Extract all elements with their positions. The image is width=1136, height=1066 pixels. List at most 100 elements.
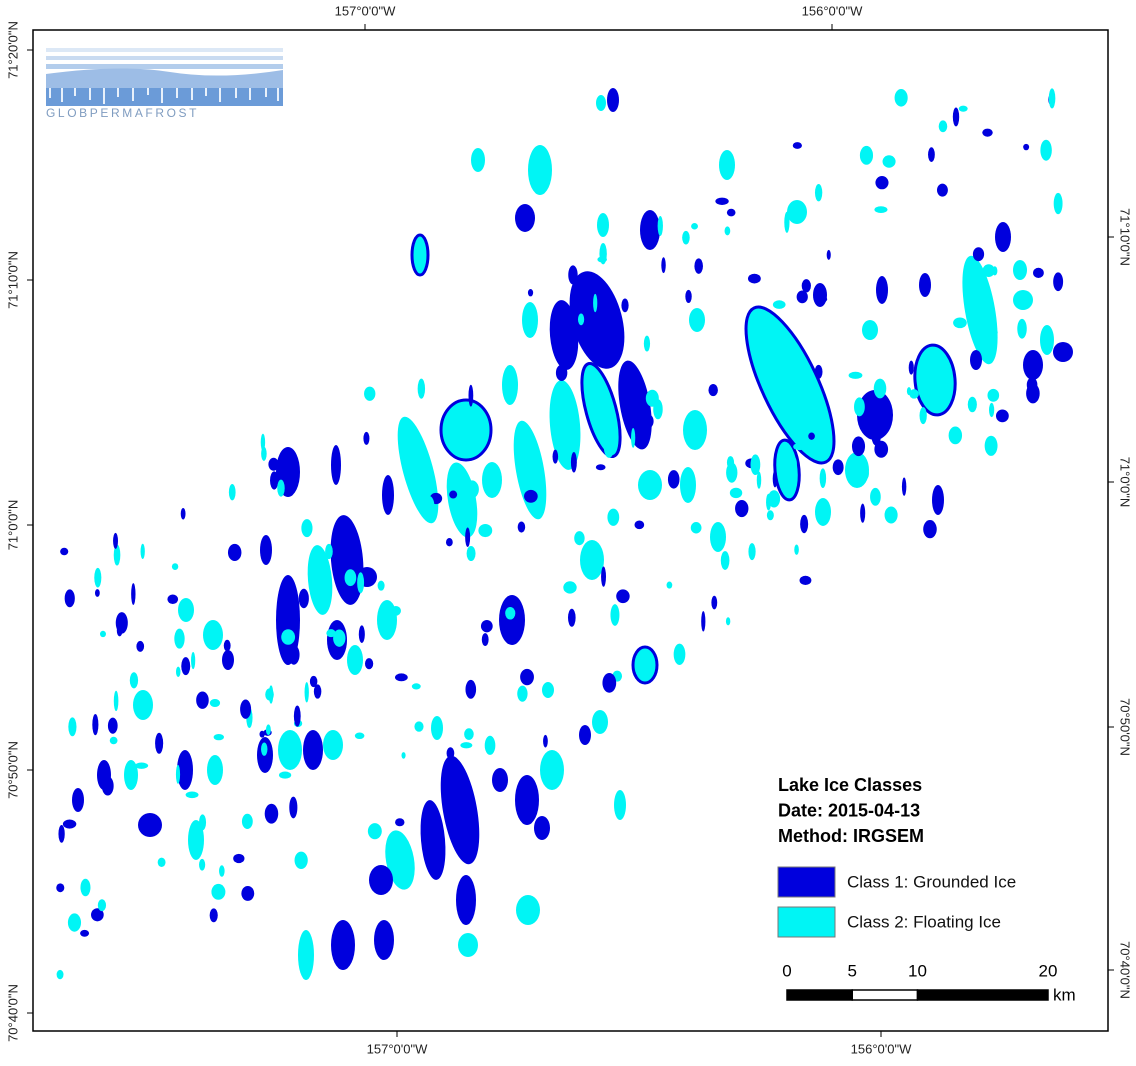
lake — [948, 426, 963, 445]
lake — [555, 430, 564, 450]
lake — [513, 420, 547, 520]
lake — [301, 519, 313, 538]
lake — [857, 465, 869, 482]
lake — [1040, 325, 1054, 355]
lake — [185, 791, 199, 799]
lake — [468, 384, 474, 407]
lake — [354, 732, 365, 740]
lake — [596, 95, 606, 111]
lake — [875, 175, 889, 190]
lake — [682, 230, 690, 245]
legend-title: Method: IRGSEM — [778, 826, 924, 846]
lake — [568, 265, 578, 285]
lake — [358, 625, 365, 643]
lake — [394, 673, 408, 682]
lake — [94, 567, 102, 588]
lake — [228, 484, 236, 501]
lake — [549, 300, 579, 370]
lake — [167, 594, 179, 605]
lake — [683, 410, 707, 450]
lake — [569, 271, 625, 369]
lake — [894, 89, 908, 107]
lake — [610, 604, 620, 626]
lake — [607, 88, 619, 112]
lake — [967, 396, 977, 413]
lake — [323, 730, 343, 760]
lake — [720, 551, 730, 570]
lake — [1017, 318, 1027, 339]
lake — [984, 435, 998, 456]
lake — [701, 611, 706, 632]
lake — [465, 527, 471, 547]
lake — [227, 543, 242, 562]
lake — [465, 679, 477, 699]
lake — [213, 733, 224, 741]
lake — [567, 608, 576, 627]
lake — [515, 204, 535, 232]
lake — [673, 643, 686, 665]
lake — [621, 298, 629, 313]
lake — [298, 930, 314, 980]
lake — [180, 507, 186, 520]
lake — [906, 387, 912, 396]
lake — [136, 640, 145, 652]
lake — [219, 865, 225, 877]
lake — [113, 532, 118, 549]
lake — [989, 402, 995, 418]
lake — [1026, 383, 1040, 404]
lake — [260, 535, 272, 565]
lake — [601, 566, 607, 587]
lake — [276, 575, 300, 665]
lake — [265, 688, 274, 701]
lake — [411, 683, 421, 690]
lake — [174, 628, 185, 649]
lake — [614, 790, 626, 820]
lake — [304, 682, 309, 703]
lake — [1053, 342, 1073, 362]
lake — [870, 487, 881, 506]
legend-label: Class 2: Floating Ice — [847, 912, 1001, 931]
lake — [209, 698, 221, 707]
lake — [382, 475, 394, 515]
lake — [113, 690, 119, 712]
scale-segment — [916, 989, 1049, 1001]
graticule-label: 71°0'0"N — [1118, 457, 1133, 508]
lake — [452, 419, 457, 429]
lake — [552, 449, 559, 464]
graticule-label: 156°0'0"W — [802, 3, 863, 18]
lake — [795, 373, 810, 384]
legend: Lake Ice Classes Date: 2015-04-13 Method: … — [777, 775, 1016, 938]
lake — [478, 523, 493, 538]
lake — [640, 210, 660, 250]
lake — [726, 456, 735, 469]
lake — [268, 457, 279, 471]
lake — [579, 725, 591, 745]
lake — [207, 755, 223, 785]
lake — [420, 800, 446, 880]
graticule-label: 157°0'0"W — [335, 3, 396, 18]
lake — [288, 644, 300, 665]
lake — [909, 389, 919, 399]
lake — [298, 588, 309, 609]
lake — [278, 771, 292, 779]
graticule-label: 71°20'0"N — [5, 21, 20, 79]
lake — [377, 580, 385, 591]
lake — [113, 544, 121, 566]
lake — [786, 455, 797, 471]
lake — [134, 762, 149, 769]
lake — [953, 317, 967, 329]
lake — [64, 589, 75, 608]
lake — [347, 645, 363, 675]
lake — [772, 300, 786, 309]
lake — [597, 213, 609, 237]
lake — [540, 750, 564, 790]
lake — [784, 211, 790, 233]
lake — [814, 183, 823, 202]
lake — [794, 544, 799, 555]
lake — [793, 443, 806, 451]
lake — [203, 620, 223, 650]
lake — [995, 409, 1009, 423]
lake — [289, 796, 298, 819]
legend-title: Date: 2015-04-13 — [778, 800, 920, 820]
